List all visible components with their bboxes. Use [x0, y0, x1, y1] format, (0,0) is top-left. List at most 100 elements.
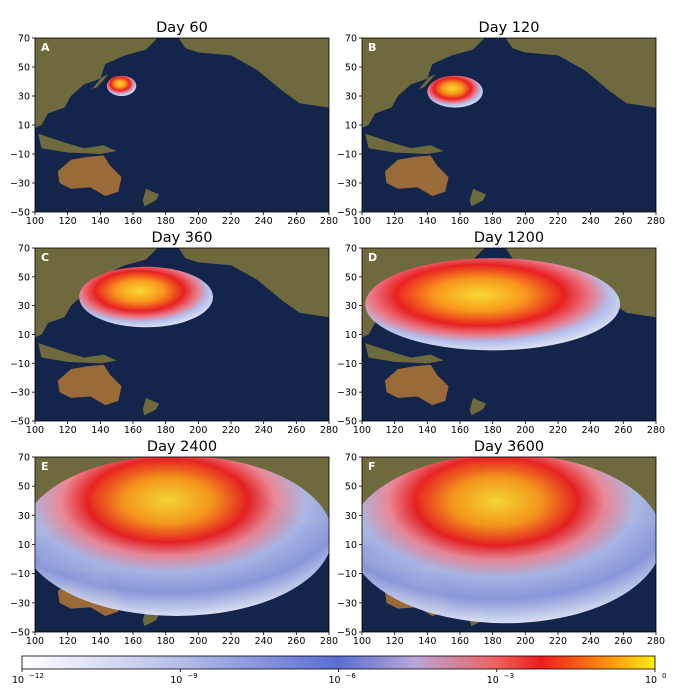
x-tick-label: 120 [59, 636, 77, 647]
y-tick-label: −30 [337, 388, 357, 399]
colorbar-gradient [21, 655, 656, 670]
y-tick-label: −30 [10, 598, 30, 609]
concentration-plume [106, 75, 137, 96]
y-tick-label: 70 [18, 34, 30, 45]
x-tick-label: 220 [222, 636, 240, 647]
australia-landmass [384, 364, 449, 406]
colorbar-tick-exponent: −9 [187, 672, 197, 680]
panel-title: Day 2400 [147, 439, 217, 455]
australia-landmass [57, 364, 122, 406]
y-tick-label: −30 [10, 179, 30, 190]
x-tick-label: 200 [516, 636, 534, 647]
y-tick-label: −30 [337, 598, 357, 609]
new-zealand-landmass [142, 188, 160, 207]
colorbar-tick-exponent: −3 [504, 672, 514, 680]
x-tick-label: 160 [451, 425, 469, 436]
x-tick-label: 280 [647, 216, 665, 227]
x-tick-label: 100 [26, 216, 44, 227]
y-tick-label: 10 [345, 540, 357, 551]
colorbar-tick-label: 10 [12, 675, 24, 686]
x-tick-label: 140 [418, 216, 436, 227]
x-tick-label: 140 [91, 216, 109, 227]
x-tick-label: 160 [451, 636, 469, 647]
x-tick-label: 180 [484, 216, 502, 227]
colorbar-tick-exponent: −12 [29, 672, 44, 680]
y-tick-label: 70 [345, 34, 357, 45]
y-tick-label: 70 [345, 453, 357, 464]
australia-landmass [384, 155, 449, 197]
y-tick-label: 70 [345, 244, 357, 255]
new-zealand-landmass [142, 397, 160, 416]
asia-landmass [362, 38, 485, 128]
y-tick-label: 50 [18, 63, 30, 74]
x-tick-label: 200 [516, 216, 534, 227]
colorbar-tick-label: 10 [487, 675, 499, 686]
y-tick-label: −50 [337, 208, 357, 219]
x-tick-label: 280 [320, 216, 338, 227]
x-tick-label: 240 [582, 216, 600, 227]
y-tick-label: 50 [345, 272, 357, 283]
panel-label: A [41, 41, 50, 54]
x-tick-label: 240 [255, 636, 273, 647]
colorbar-tick-exponent: 0 [662, 672, 666, 680]
new-zealand-landmass [469, 188, 487, 207]
y-tick-label: −10 [337, 569, 357, 580]
panel-c: Day 360 C 100 120 140 160 180 200 220 240 260 280 70… [10, 230, 338, 436]
north-america-landmass [178, 248, 329, 318]
concentration-plume [35, 457, 329, 616]
panel-e: Day 2400 E 100 120 140 160 180 200 220 240 260 280 7… [10, 439, 338, 647]
x-tick-label: 100 [26, 636, 44, 647]
asia-landmass [362, 457, 485, 548]
map-background [362, 248, 656, 421]
y-tick-label: −10 [10, 569, 30, 580]
panel-d: Day 1200 D 100 120 140 160 180 200 220 240 260 280 7… [337, 230, 665, 436]
x-tick-label: 200 [189, 425, 207, 436]
x-tick-label: 240 [582, 425, 600, 436]
x-tick-label: 140 [91, 636, 109, 647]
y-tick-label: −50 [10, 417, 30, 428]
x-tick-label: 280 [320, 425, 338, 436]
x-tick-label: 220 [549, 216, 567, 227]
panel-label: C [41, 251, 49, 264]
panel-a: Day 60 A 100 120 140 160 180 200 220 240 260 280 70 5… [10, 20, 338, 227]
x-tick-label: 140 [418, 425, 436, 436]
y-tick-label: 50 [345, 482, 357, 493]
y-tick-label: 50 [18, 482, 30, 493]
x-tick-label: 220 [549, 425, 567, 436]
y-tick-label: 70 [18, 453, 30, 464]
y-tick-label: −10 [10, 359, 30, 370]
x-tick-label: 120 [386, 216, 404, 227]
x-tick-label: 200 [516, 425, 534, 436]
colorbar-tick-label: 10 [645, 675, 657, 686]
x-tick-label: 260 [614, 425, 632, 436]
x-tick-label: 140 [418, 636, 436, 647]
y-tick-label: −30 [10, 388, 30, 399]
x-tick-label: 280 [320, 636, 338, 647]
panel-title: Day 360 [152, 230, 213, 246]
x-tick-label: 160 [451, 216, 469, 227]
colorbar-tick-exponent: −6 [346, 672, 357, 680]
x-tick-label: 120 [386, 636, 404, 647]
map-background [362, 38, 656, 212]
indonesia-landmass [365, 343, 444, 364]
x-tick-label: 220 [222, 216, 240, 227]
x-tick-label: 240 [255, 216, 273, 227]
y-tick-label: −50 [337, 628, 357, 639]
y-tick-label: −30 [337, 179, 357, 190]
x-tick-label: 260 [287, 425, 305, 436]
japan-landmass [84, 74, 109, 92]
x-tick-label: 120 [386, 425, 404, 436]
x-tick-label: 280 [647, 636, 665, 647]
concentration-plume [362, 457, 656, 624]
x-tick-label: 100 [353, 216, 371, 227]
panel-b: Day 120 B 100 120 140 160 180 200 220 240 260 280 70… [337, 20, 665, 227]
x-tick-label: 240 [582, 636, 600, 647]
x-tick-label: 180 [484, 636, 502, 647]
y-tick-label: −50 [10, 628, 30, 639]
panel-f: Day 3600 F 100 120 140 160 180 200 220 240 260 280 7… [337, 439, 665, 647]
y-tick-label: 10 [18, 121, 30, 132]
map-background [35, 457, 329, 632]
x-tick-label: 200 [189, 216, 207, 227]
north-america-landmass [505, 38, 656, 108]
